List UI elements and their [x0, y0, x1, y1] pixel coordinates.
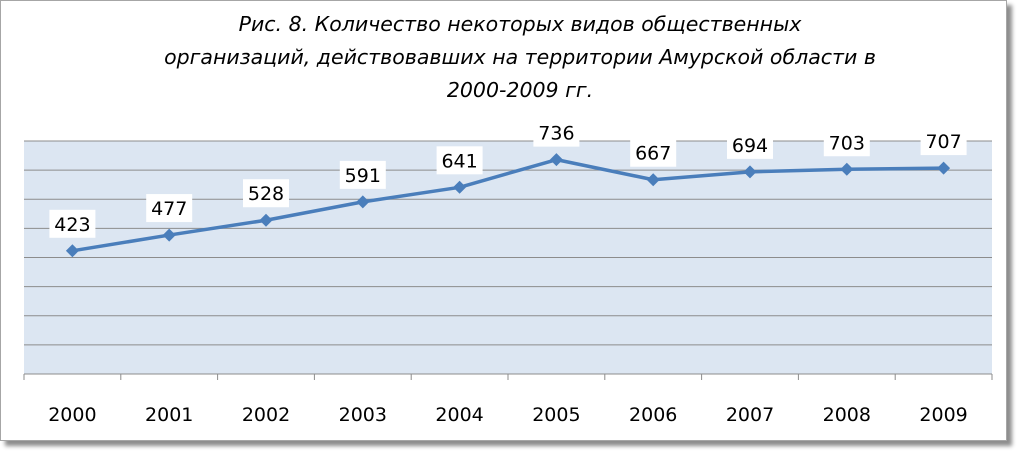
- data-label-bg: [630, 138, 677, 167]
- x-tick-label: 2004: [435, 404, 483, 426]
- x-tick-label: 2005: [532, 404, 580, 426]
- data-point: [356, 195, 370, 209]
- data-label-bg: [920, 127, 967, 156]
- data-label: 591: [345, 165, 381, 187]
- data-point: [743, 165, 757, 179]
- chart-title-line-3: 2000-2009 гг.: [446, 78, 594, 102]
- data-point: [453, 180, 467, 194]
- x-tick-label: 2002: [242, 404, 290, 426]
- data-label: 736: [538, 123, 574, 145]
- data-label: 694: [732, 135, 768, 157]
- x-tick-label: 2003: [339, 404, 387, 426]
- data-label-bg: [146, 194, 193, 223]
- data-label: 528: [248, 183, 284, 205]
- data-label: 423: [54, 214, 90, 236]
- data-label-bg: [727, 130, 773, 159]
- data-label: 641: [441, 150, 477, 172]
- data-label-bg: [243, 179, 289, 208]
- data-point: [162, 228, 176, 242]
- data-label: 667: [635, 143, 671, 165]
- data-point: [259, 213, 273, 227]
- data-point: [549, 153, 563, 167]
- x-tick-label: 2006: [629, 404, 677, 426]
- x-tick-label: 2007: [726, 404, 774, 426]
- data-label-bg: [533, 118, 580, 147]
- data-label-bg: [823, 128, 870, 157]
- chart-title: Рис. 8. Количество некоторых видов общес…: [100, 8, 940, 107]
- data-label: 703: [829, 132, 865, 154]
- chart-title-line-2: организаций, действовавших на территории…: [164, 45, 876, 69]
- data-point: [646, 173, 660, 187]
- data-point: [65, 244, 79, 258]
- data-label-bg: [436, 146, 483, 175]
- series-line: [72, 157, 944, 253]
- x-tick-label: 2009: [919, 404, 967, 426]
- data-point: [840, 162, 854, 176]
- x-tick-label: 2000: [48, 404, 96, 426]
- data-point: [937, 161, 951, 175]
- data-label-bg: [339, 160, 386, 189]
- data-label: 707: [925, 131, 961, 153]
- x-tick-label: 2001: [145, 404, 193, 426]
- x-tick-label: 2008: [823, 404, 871, 426]
- chart-title-line-1: Рис. 8. Количество некоторых видов общес…: [238, 12, 802, 36]
- data-label-bg: [49, 209, 96, 238]
- data-label: 477: [151, 198, 187, 220]
